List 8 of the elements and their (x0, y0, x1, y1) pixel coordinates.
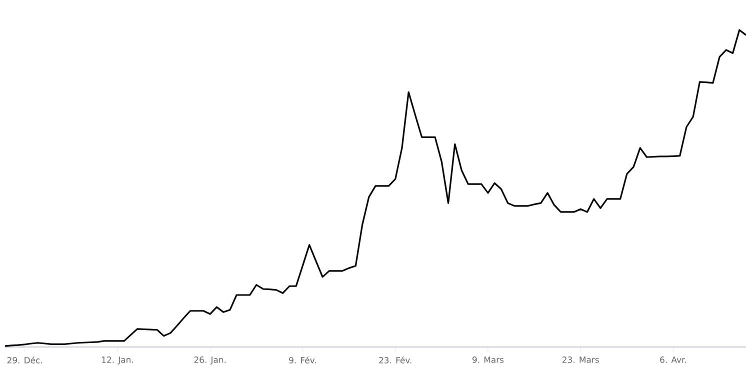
x-tick-label: 26. Jan. (194, 356, 226, 365)
x-tick-label: 12. Jan. (102, 356, 133, 365)
x-tick-label: 9. Fév. (289, 356, 316, 364)
x-tick-label: 23. Mars (562, 356, 599, 363)
x-tick-label: 6. Avr. (660, 356, 686, 363)
x-tick-label: 9. Mars (472, 356, 504, 363)
x-tick-label: 23. Fév. (379, 356, 412, 364)
x-tick-label: 29. Déc. (7, 356, 42, 364)
